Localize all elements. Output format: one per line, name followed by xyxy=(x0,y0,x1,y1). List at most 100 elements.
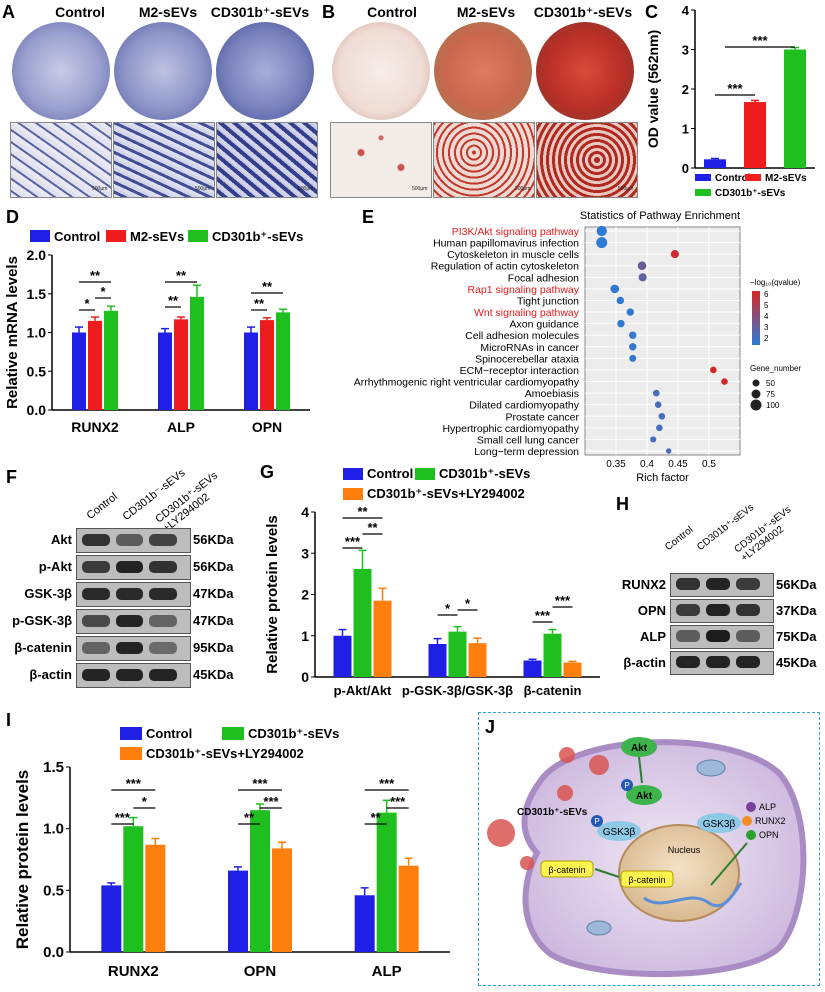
pathway-dot xyxy=(656,424,663,432)
protein-band xyxy=(115,668,144,681)
legend-label: M2-sEVs xyxy=(765,173,807,184)
pathway-label: Long−term depression xyxy=(474,446,579,458)
molecular-weight-label: 45KDa xyxy=(776,655,817,670)
legend-swatch xyxy=(222,727,244,740)
panel-e-label: E xyxy=(362,207,375,227)
protein-label: β-actin xyxy=(623,655,666,670)
ars-micro-control xyxy=(330,122,432,198)
panel-c-label: C xyxy=(645,2,658,22)
color-legend-title: −log₁₀(qvalue) xyxy=(750,278,801,287)
panel-h-western-blot: H Control CD301b⁺-sEVs CD301b⁺-sEVs +LY2940… xyxy=(610,480,825,685)
x-axis-label: Rich factor xyxy=(636,472,689,484)
y-axis-label: Relative protein levels xyxy=(13,770,32,950)
legend-label: Control xyxy=(715,173,751,184)
bar xyxy=(448,631,467,677)
protein-label: ALP xyxy=(640,629,666,644)
panel-d-label: D xyxy=(6,207,19,227)
bar xyxy=(354,895,375,952)
legend-label: Control xyxy=(367,466,413,481)
y-tick-label: 1.0 xyxy=(27,325,47,341)
pathway-label: Prostate cancer xyxy=(505,411,579,423)
sevs-vesicle xyxy=(589,755,609,775)
color-legend-tick: 4 xyxy=(764,312,769,321)
panel-b-title-3: CD301b⁺-sEVs xyxy=(533,4,633,20)
ars-micro-cd301b xyxy=(536,122,638,198)
pathway-dot xyxy=(666,448,672,454)
molecular-weight-label: 75KDa xyxy=(776,629,817,644)
bar xyxy=(272,848,292,952)
panel-a-label: A xyxy=(2,2,15,22)
significance-label: *** xyxy=(252,776,268,791)
x-tick-label: p-Akt/Akt xyxy=(334,683,392,698)
scale-bar-label: 500μm xyxy=(298,186,314,192)
protein-label: OPN xyxy=(637,603,666,618)
legend-swatch xyxy=(188,230,208,242)
legend-swatch xyxy=(695,174,711,181)
ars-stain-dish-control xyxy=(332,22,430,120)
y-tick-label: 1.5 xyxy=(43,759,64,776)
color-legend-tick: 3 xyxy=(764,323,769,332)
size-legend-label: 100 xyxy=(766,401,780,410)
protein-band xyxy=(706,578,730,590)
y-tick-label: 2 xyxy=(682,82,689,97)
protein-band xyxy=(676,656,700,668)
bar xyxy=(523,660,542,677)
protein-band xyxy=(736,578,760,590)
protein-band xyxy=(149,533,177,546)
molecular-weight-label: 56KDa xyxy=(193,559,234,574)
chart-c-od-value: 0 1 2 3 4 OD value (562nm) *** *** Control M2-sEV… xyxy=(645,3,815,199)
y-tick-label: 3 xyxy=(682,43,689,58)
significance-label: * xyxy=(465,596,471,611)
protein-band xyxy=(82,668,110,681)
molecular-weight-label: 47KDa xyxy=(193,613,234,628)
pathway-dot xyxy=(626,308,634,316)
molecular-weight-label: 95KDa xyxy=(193,640,234,655)
akt-protein xyxy=(621,737,657,757)
pathway-dot xyxy=(596,225,607,237)
panel-a-title-2: M2-sEVs xyxy=(138,4,198,20)
gsk3b-protein xyxy=(697,813,741,833)
bar xyxy=(543,633,562,677)
p-akt-label: Akt xyxy=(636,791,653,802)
y-tick-label: 0 xyxy=(682,161,689,176)
pathway-label: Amoebiasis xyxy=(525,388,579,400)
chart-g-protein-levels: Control CD301b⁺-sEVs CD301b⁺-sEVs+LY294002… xyxy=(264,466,600,698)
bar xyxy=(333,635,352,677)
x-tick-label: 0.35 xyxy=(606,459,626,470)
molecular-weight-label: 45KDa xyxy=(193,667,234,682)
scale-bar-label: 500μm xyxy=(412,186,428,192)
phospho-label: P xyxy=(594,817,599,826)
protein-label: RUNX2 xyxy=(621,577,666,592)
protein-band xyxy=(115,560,144,573)
akt-label: Akt xyxy=(631,743,648,754)
alp-micro-m2 xyxy=(113,122,215,198)
pathway-dot xyxy=(610,284,620,294)
nucleus xyxy=(618,824,740,922)
pathway-label: Tight junction xyxy=(517,295,579,307)
plot-area xyxy=(584,226,741,456)
phospho-icon xyxy=(591,815,603,827)
x-tick-label: 0.5 xyxy=(702,459,716,470)
ars-stain-dish-cd301b xyxy=(536,22,634,120)
runx2-icon xyxy=(742,816,752,826)
significance-label: *** xyxy=(752,33,768,48)
panel-a-title-3: CD301b⁺-sEVs xyxy=(210,4,310,20)
pathway-label: Regulation of actin cytoskeleton xyxy=(431,261,579,273)
protein-band xyxy=(82,533,110,546)
protein-band xyxy=(706,656,730,668)
y-tick-label: 2.0 xyxy=(27,247,47,263)
alp-label: ALP xyxy=(759,802,776,812)
panel-b-label: B xyxy=(322,2,335,22)
pathway-dot xyxy=(596,237,608,249)
pathway-dot xyxy=(670,250,679,259)
protein-band xyxy=(115,533,144,546)
scale-bar-label: 500μm xyxy=(92,186,108,192)
legend-swatch xyxy=(120,747,142,760)
y-tick-label: 1.0 xyxy=(43,821,64,838)
bar xyxy=(260,320,274,410)
legend-label: Control xyxy=(146,726,192,741)
size-legend-label: 75 xyxy=(766,390,775,399)
lane-label: Control xyxy=(663,524,695,553)
dna-strand xyxy=(643,882,743,907)
protein-band xyxy=(736,604,760,616)
